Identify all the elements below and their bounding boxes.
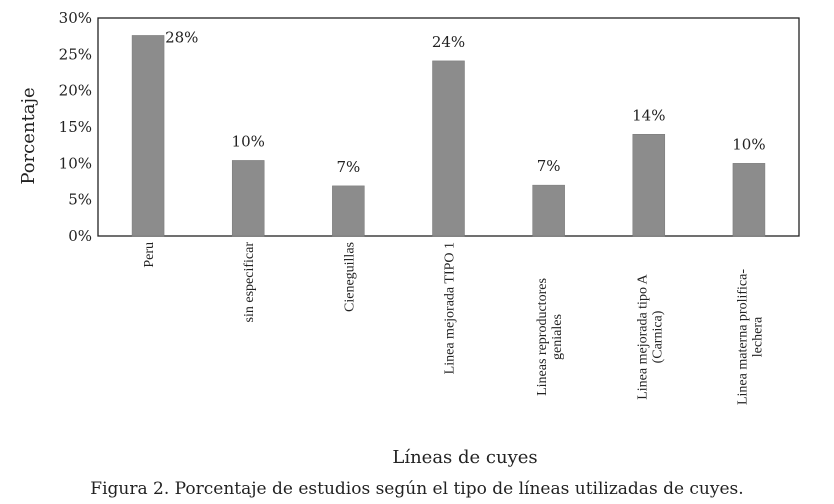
category-label: Linea mejorada tipo A (Carnica) [635, 273, 665, 399]
bar [131, 35, 165, 237]
data-label: 7% [537, 157, 561, 175]
category-label-line: (Carnica) [650, 310, 665, 363]
figure-caption: Figura 2. Porcentaje de estudios según e… [90, 479, 743, 499]
category-label-line: Linea mejorada tipo A [635, 273, 650, 399]
category-label-line: geniales [550, 314, 565, 360]
category-label-line: Linea materna prolifica- [735, 269, 750, 405]
category-label-line: sin especificar [242, 242, 257, 323]
category-label-line: lechera [750, 316, 765, 357]
y-tick-label: 15% [59, 118, 92, 136]
data-label: 10% [732, 135, 765, 153]
y-axis-ticks: 0% 5% 10% 15% 20% 25% 30% [59, 9, 92, 245]
category-label: Cieneguillas [342, 242, 357, 312]
bar [632, 134, 666, 237]
category-label: Lineas reproductores geniales [535, 278, 565, 396]
y-tick-label: 5% [68, 191, 92, 209]
data-label: 28% [165, 28, 198, 46]
x-axis-categories: Peru sin especificar Cieneguillas Linea mej… [142, 242, 765, 405]
category-label: Peru [142, 242, 157, 268]
bar [532, 184, 565, 237]
category-label-line: Lineas reproductores [535, 278, 550, 396]
y-tick-label: 0% [68, 227, 92, 245]
category-label: Linea mejorada TIPO 1 [443, 242, 458, 374]
data-label: 14% [632, 106, 665, 124]
y-tick-label: 30% [59, 9, 92, 27]
category-label-line: Peru [142, 242, 157, 268]
bar [732, 163, 766, 237]
data-labels: 28% 10% 7% 24% 7% 14% 10% [165, 28, 766, 175]
bar [231, 160, 265, 237]
data-label: 7% [336, 158, 360, 176]
y-axis-title: Porcentaje [18, 87, 39, 184]
category-label-line: Linea mejorada TIPO 1 [443, 242, 458, 374]
category-label: Linea materna prolifica-lechera [735, 269, 765, 405]
bar [332, 185, 365, 237]
data-label: 10% [232, 132, 265, 150]
bar [432, 60, 465, 237]
data-label: 24% [432, 33, 465, 51]
y-tick-label: 10% [59, 154, 92, 172]
y-tick-label: 20% [59, 82, 92, 100]
bars [131, 35, 766, 237]
y-tick-label: 25% [59, 45, 92, 63]
category-label: sin especificar [242, 242, 257, 323]
category-label-line: Cieneguillas [342, 242, 357, 312]
x-axis-title: Líneas de cuyes [392, 447, 537, 468]
